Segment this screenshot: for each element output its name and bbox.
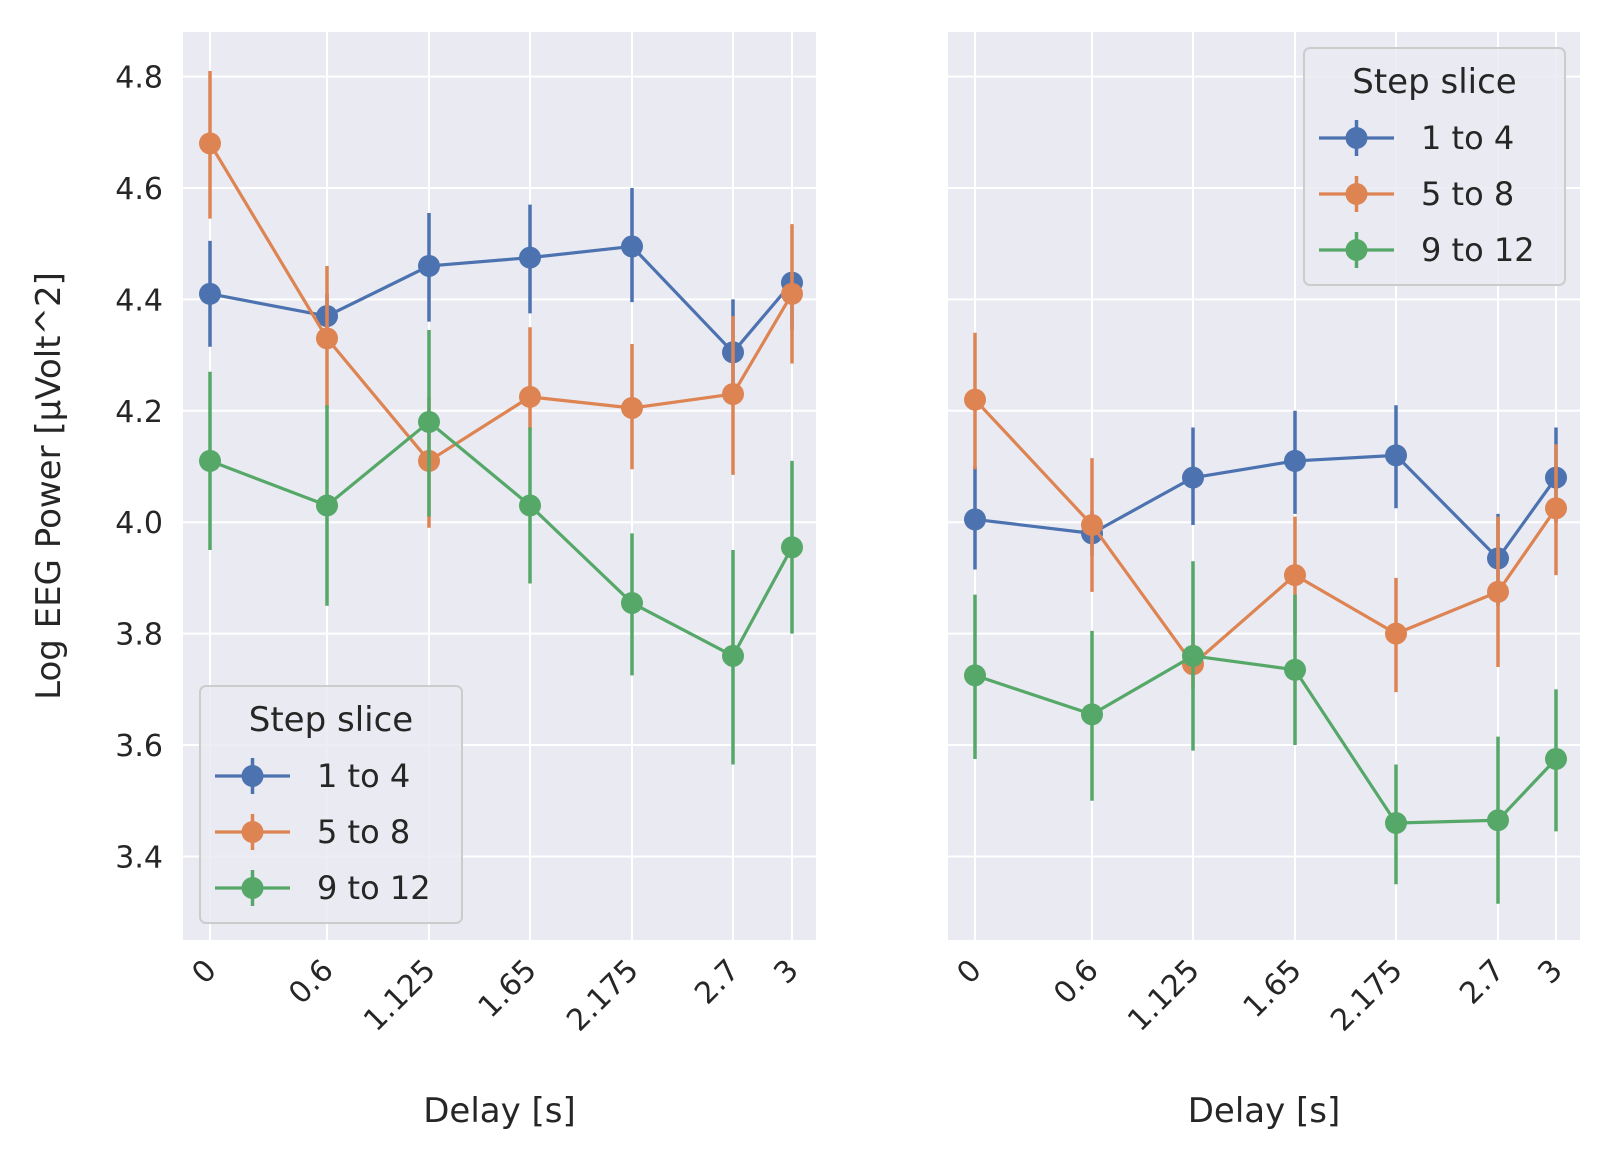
data-point [1385,444,1407,467]
data-point [964,664,986,687]
data-point [964,508,986,531]
data-point [1487,809,1509,832]
data-point [1284,564,1306,587]
legend-marker [1345,127,1368,149]
legend-label: 1 to 4 [317,757,410,795]
y-tick-label: 3.8 [115,618,163,653]
data-point [316,327,338,350]
x-tick-label: 3 [1531,953,1569,991]
legend-label: 9 to 12 [1421,231,1535,269]
data-point [1545,747,1567,770]
data-point [621,397,643,420]
series-2 [199,70,803,528]
legend-marker [241,765,264,787]
x-tick-label: 2.7 [1453,953,1511,1011]
legend-marker [241,877,264,899]
data-point [199,132,221,155]
y-tick-label: 4.0 [115,506,163,541]
data-point [722,383,744,406]
x-tick-label: 2.7 [688,953,746,1011]
right-panel: 0 0.6 1.125 1.65 2.175 2.7 3 Delay [s] Step slic… [948,32,1580,1131]
data-point [316,494,338,517]
legend-label: 5 to 8 [1421,175,1514,213]
data-point [1081,513,1103,536]
data-point [519,246,541,269]
y-tick-label: 4.4 [115,283,163,318]
data-point [418,254,440,277]
data-point [199,449,221,472]
data-point [1081,703,1103,726]
x-tick-label: 1.65 [1237,953,1309,1025]
series-3 [199,330,803,765]
data-point [621,591,643,614]
data-point [1487,580,1509,603]
data-point [964,388,986,411]
data-point [418,410,440,433]
data-point [1284,449,1306,472]
x-tick-label: 1.65 [472,953,544,1025]
legend: Step slice 1 to 4 5 to 8 9 to 12 [199,685,463,924]
x-tick-label: 2.175 [1324,953,1409,1038]
legend-label: 5 to 8 [317,813,410,851]
x-axis-label: Delay [s] [423,1091,576,1131]
x-tick-label: 1.125 [357,953,442,1038]
data-point [781,282,803,305]
data-point [1182,644,1204,667]
legend-title: Step slice [249,700,413,740]
data-point [519,385,541,408]
legend-label: 9 to 12 [317,869,431,907]
data-point [199,282,221,305]
legend: Step slice 1 to 4 5 to 8 9 to 12 [1303,47,1566,286]
data-point [1385,812,1407,835]
x-axis-label: Delay [s] [1188,1091,1341,1131]
y-tick-label: 4.8 [115,61,163,96]
data-point [1385,622,1407,645]
x-tick-label: 0.6 [1047,953,1105,1011]
data-point [722,644,744,667]
legend-marker [1345,239,1368,261]
left-panel: 3.4 3.6 3.8 4.0 4.2 4.4 4.6 4.8 0 0.6 1.125 1.65 2.1… [29,32,816,1131]
x-tick-label: 0.6 [282,953,340,1011]
x-tick-label: 1.125 [1121,953,1206,1038]
y-axis-label: Log EEG Power [µVolt^2] [29,272,69,700]
y-tick-label: 3.4 [115,840,163,875]
data-point [1284,658,1306,681]
legend-title: Step slice [1352,62,1516,102]
x-tick-label: 0 [185,953,223,991]
y-tick-label: 3.6 [115,729,163,764]
legend-box [1303,47,1566,286]
y-tick-label: 4.2 [115,395,163,430]
legend-marker [1345,183,1368,205]
x-tick-label: 2.175 [560,953,645,1038]
series-2 [964,332,1567,693]
legend-box [199,685,463,924]
data-point [1545,497,1567,520]
data-point [519,494,541,517]
x-tick-label: 3 [767,953,805,991]
data-point [1182,466,1204,489]
legend-marker [241,821,264,843]
x-tick-label: 0 [950,953,988,991]
data-point [621,235,643,258]
series-3 [964,561,1567,904]
data-point [781,536,803,559]
legend-label: 1 to 4 [1421,119,1514,157]
y-tick-label: 4.6 [115,172,163,207]
